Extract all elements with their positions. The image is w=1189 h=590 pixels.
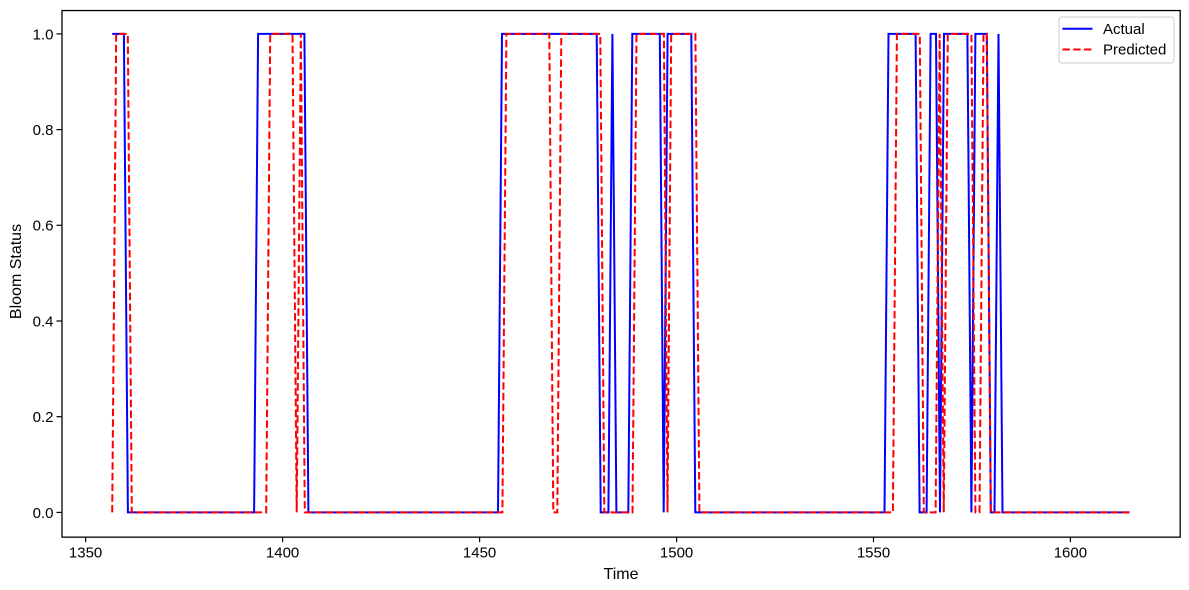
svg-text:1450: 1450: [463, 545, 496, 562]
svg-text:1350: 1350: [69, 545, 102, 562]
svg-text:0.8: 0.8: [33, 122, 54, 139]
svg-text:Time: Time: [604, 566, 639, 583]
svg-text:0.0: 0.0: [33, 505, 54, 522]
svg-text:1550: 1550: [857, 545, 890, 562]
svg-text:0.2: 0.2: [33, 409, 54, 426]
svg-text:1500: 1500: [660, 545, 693, 562]
svg-text:1.0: 1.0: [33, 26, 54, 43]
svg-text:1600: 1600: [1054, 545, 1087, 562]
svg-text:0.4: 0.4: [33, 313, 54, 330]
svg-text:Bloom Status: Bloom Status: [8, 224, 25, 319]
svg-text:1400: 1400: [266, 545, 299, 562]
svg-text:Actual: Actual: [1103, 21, 1145, 38]
svg-text:0.6: 0.6: [33, 218, 54, 235]
svg-text:Predicted: Predicted: [1103, 42, 1166, 59]
